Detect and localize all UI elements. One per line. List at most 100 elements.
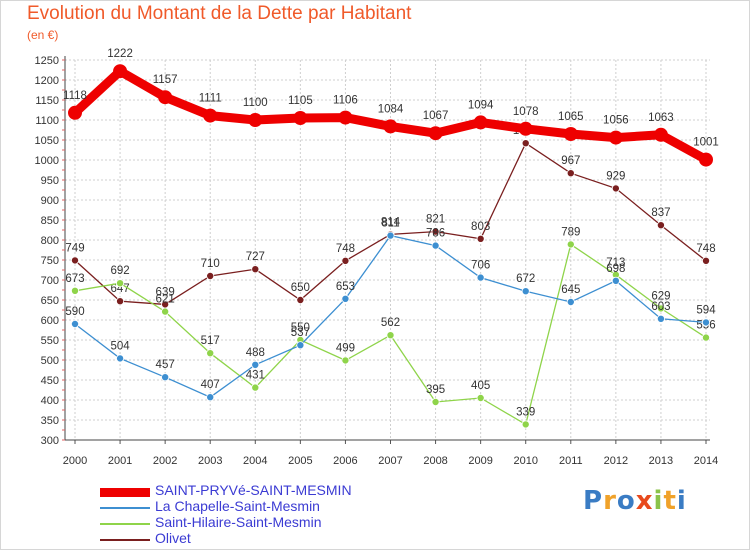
- legend-label: Olivet: [155, 530, 191, 546]
- y-tick-label: 1050: [35, 135, 59, 147]
- x-tick-label: 2014: [694, 455, 718, 467]
- data-point: [702, 256, 711, 265]
- chart-title: Evolution du Montant de la Dette par Hab…: [27, 3, 412, 24]
- data-label: 639: [156, 286, 175, 298]
- data-point: [476, 234, 485, 243]
- data-label: 1094: [468, 99, 494, 111]
- x-tick-label: 2011: [559, 455, 583, 467]
- data-label: 590: [65, 306, 84, 318]
- data-point: [431, 241, 440, 250]
- legend-swatch: [100, 487, 150, 497]
- data-point: [611, 184, 620, 193]
- data-label: 537: [291, 327, 310, 339]
- legend-label: Saint-Hilaire-Saint-Mesmin: [155, 514, 322, 530]
- data-label: 504: [110, 340, 130, 352]
- data-point: [206, 271, 215, 280]
- data-point: [158, 90, 173, 105]
- data-point: [386, 231, 395, 240]
- data-point: [68, 105, 82, 120]
- y-tick-label: 750: [41, 255, 59, 267]
- data-label: 653: [336, 281, 355, 293]
- data-point: [296, 341, 305, 350]
- logo-letter: i: [653, 486, 664, 516]
- chart-unit: (en €): [27, 28, 59, 42]
- data-point: [251, 360, 260, 369]
- data-label: 621: [156, 294, 175, 306]
- data-point: [431, 227, 440, 236]
- data-point: [206, 393, 215, 402]
- data-label: 967: [561, 155, 580, 167]
- legend-label: La Chapelle-Saint-Mesmin: [155, 498, 320, 514]
- data-label: 562: [381, 317, 400, 329]
- x-tick-label: 2012: [604, 455, 628, 467]
- data-label: 1111: [199, 93, 222, 105]
- x-tick-label: 2006: [333, 455, 357, 467]
- data-label: 550: [291, 322, 310, 334]
- data-label: 1084: [378, 103, 404, 115]
- data-point: [702, 333, 711, 342]
- data-point: [566, 297, 575, 306]
- data-point: [341, 256, 350, 265]
- data-label: 431: [246, 370, 265, 382]
- data-point: [521, 139, 530, 148]
- data-label: 339: [516, 406, 535, 418]
- data-point: [608, 130, 623, 145]
- data-label: 1106: [333, 95, 358, 107]
- data-point: [161, 307, 170, 316]
- data-point: [71, 256, 80, 265]
- logo-letter: o: [616, 486, 636, 516]
- data-point: [71, 319, 80, 328]
- data-point: [251, 265, 260, 274]
- data-label: 1078: [513, 106, 539, 118]
- data-point: [611, 276, 620, 285]
- data-label: 488: [246, 347, 265, 359]
- data-point: [203, 108, 218, 123]
- data-point: [431, 397, 440, 406]
- data-label: 395: [426, 384, 445, 396]
- data-point: [206, 349, 215, 358]
- data-point: [251, 383, 260, 392]
- data-point: [116, 279, 125, 288]
- y-tick-label: 1250: [35, 55, 59, 67]
- data-label: 1105: [288, 95, 313, 107]
- data-label: 1157: [153, 74, 178, 86]
- logo-letter: r: [603, 486, 617, 516]
- data-point: [293, 111, 308, 125]
- data-label: 672: [516, 273, 535, 285]
- y-tick-label: 600: [41, 315, 59, 327]
- data-point: [296, 295, 305, 304]
- data-label: 929: [606, 170, 625, 182]
- data-point: [656, 221, 665, 230]
- data-label: 706: [471, 260, 490, 272]
- data-point: [113, 64, 128, 79]
- data-point: [473, 115, 488, 130]
- data-point: [428, 126, 443, 141]
- data-point: [521, 420, 530, 429]
- data-point: [341, 294, 350, 303]
- data-label: 789: [561, 226, 580, 238]
- data-label: 603: [651, 301, 670, 313]
- legend-swatch: [100, 523, 150, 525]
- data-label: 837: [651, 207, 670, 219]
- data-point: [653, 127, 668, 142]
- data-label: 1056: [603, 115, 629, 127]
- x-tick-label: 2010: [513, 455, 537, 467]
- logo-letter: x: [635, 486, 654, 516]
- y-tick-label: 350: [41, 415, 59, 427]
- data-point: [386, 331, 395, 340]
- data-point: [518, 121, 533, 136]
- data-label: 811: [381, 218, 399, 230]
- data-point: [566, 169, 575, 178]
- y-tick-label: 1000: [35, 155, 59, 167]
- data-label: 457: [156, 359, 175, 371]
- data-label: 748: [696, 243, 715, 255]
- data-label: 786: [426, 228, 445, 240]
- logo-letter: i: [676, 486, 687, 516]
- data-point: [566, 240, 575, 249]
- y-tick-label: 1100: [35, 115, 59, 127]
- data-label: 692: [110, 265, 129, 277]
- x-tick-label: 2008: [423, 455, 447, 467]
- legend-swatch: [100, 539, 150, 541]
- data-point: [563, 127, 578, 141]
